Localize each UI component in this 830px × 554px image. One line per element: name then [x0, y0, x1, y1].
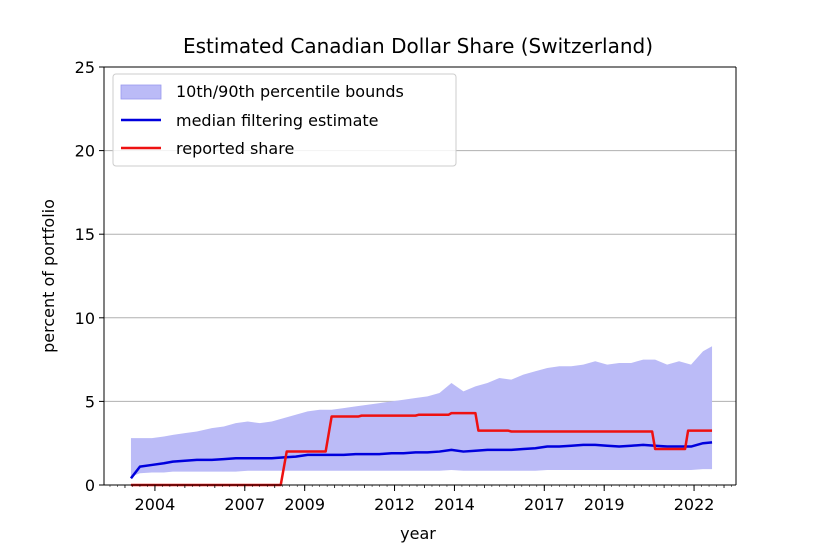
ticks-layer: 0 5 10 15 20 25 2004 2007 2009 2012 2014 2017 2019 20…: [75, 58, 732, 514]
y-tick-label-25: 25: [75, 58, 95, 77]
y-tick-label-0: 0: [85, 476, 95, 495]
legend-label-band: 10th/90th percentile bounds: [176, 82, 404, 101]
x-tick-label-2017: 2017: [524, 495, 565, 514]
x-tick-label-2009: 2009: [284, 495, 325, 514]
legend-label-median: median filtering estimate: [176, 111, 379, 130]
x-tick-label-2022: 2022: [674, 495, 715, 514]
y-tick-label-5: 5: [85, 392, 95, 411]
y-tick-label-15: 15: [75, 225, 95, 244]
x-tick-label-2019: 2019: [584, 495, 625, 514]
x-tick-label-2007: 2007: [224, 495, 265, 514]
percentile-band-area: [130, 346, 713, 477]
reported-share-line: [130, 411, 713, 487]
y-axis-title: percent of portfolio: [39, 199, 58, 353]
legend: 10th/90th percentile bounds median filte…: [112, 73, 457, 167]
median-estimate-line: [129, 441, 713, 480]
y-tick-label-20: 20: [75, 142, 95, 161]
x-tick-label-2004: 2004: [135, 495, 176, 514]
x-tick-label-2012: 2012: [374, 495, 415, 514]
series-layer: [129, 411, 713, 487]
percentile-band-layer: [130, 346, 713, 477]
x-tick-label-2014: 2014: [434, 495, 475, 514]
legend-label-reported: reported share: [176, 139, 294, 158]
axes-layer: [103, 66, 737, 486]
x-axis-title: year: [400, 524, 436, 543]
legend-swatch-band: [120, 84, 162, 100]
y-tick-label-10: 10: [75, 309, 95, 328]
chart-title: Estimated Canadian Dollar Share (Switzer…: [183, 34, 653, 58]
legend-frame: [112, 73, 457, 167]
